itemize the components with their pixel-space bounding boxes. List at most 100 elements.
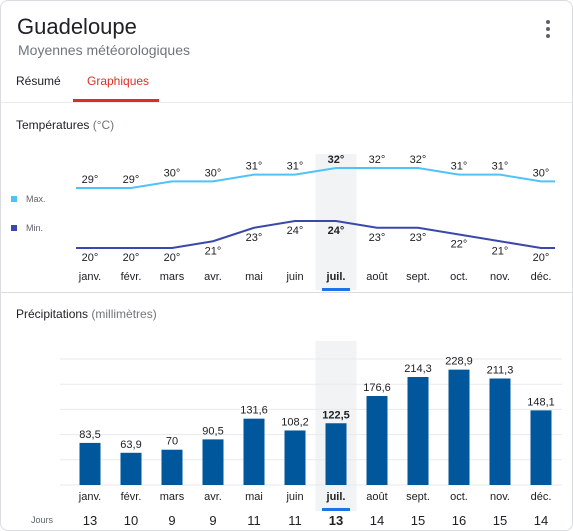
selected-month-indicator-precipitation <box>322 508 350 511</box>
temperatures-title: Températures <box>16 118 90 132</box>
max-temp-label: 29° <box>123 174 140 186</box>
max-temp-label: 32° <box>328 154 345 166</box>
rain-days-value: 11 <box>288 513 302 528</box>
max-temp-label: 32° <box>410 154 427 166</box>
temp-month-tick-label: juin <box>285 271 303 283</box>
series-line-min <box>76 220 555 249</box>
precipitation-bar <box>489 378 511 485</box>
rain-days-value: 9 <box>209 513 216 528</box>
temp-month-tick-label: févr. <box>121 271 142 283</box>
rain-days-value: 15 <box>411 513 425 528</box>
precipitation-value-label: 211,3 <box>487 365 514 377</box>
precipitation-value-label: 108,2 <box>281 416 309 428</box>
precipitation-month-tick-label: déc. <box>531 491 552 503</box>
rain-days-value: 14 <box>370 513 384 528</box>
precipitation-value-label: 214,3 <box>404 363 432 375</box>
min-temp-label: 20° <box>533 252 550 264</box>
menu-dot <box>546 20 550 24</box>
min-temp-label: 20° <box>164 252 181 264</box>
temp-month-tick-label: janv. <box>78 271 101 283</box>
rain-days-label: Jours <box>31 515 54 525</box>
precipitation-value-label: 90,5 <box>202 425 223 437</box>
precipitation-month-tick-label: juin <box>285 491 303 503</box>
rain-days-value: 9 <box>168 513 175 528</box>
legend-max-label: Max. <box>26 194 46 204</box>
min-temp-label: 24° <box>287 225 304 237</box>
precipitation-value-label: 83,5 <box>79 429 100 441</box>
precipitation-month-tick-label: avr. <box>204 491 222 503</box>
precipitation-value-label: 228,9 <box>445 356 473 368</box>
precipitation-month-tick-label: nov. <box>490 491 510 503</box>
precipitation-bar <box>161 449 183 485</box>
precipitation-month-tick-label: mars <box>160 491 185 503</box>
temp-month-tick-label: mai <box>245 271 263 283</box>
precipitation-month-tick-label: juil. <box>326 491 346 503</box>
precipitation-unit: (millimètres) <box>91 307 157 321</box>
rain-days-value: 14 <box>534 513 548 528</box>
precipitation-bar <box>325 423 347 485</box>
max-temp-label: 31° <box>492 161 509 173</box>
max-temp-label: 31° <box>287 161 304 173</box>
precipitation-title: Précipitations <box>16 307 89 321</box>
min-temp-label: 24° <box>328 225 345 237</box>
menu-dot <box>546 27 550 31</box>
series-line-max <box>76 167 555 189</box>
max-temp-label: 31° <box>451 161 468 173</box>
precipitation-heading: Précipitations (millimètres) <box>16 307 157 321</box>
precipitation-bar <box>202 439 224 485</box>
legend-min-label: Min. <box>26 223 43 233</box>
precipitation-value-label: 70 <box>166 436 178 448</box>
min-temp-label: 22° <box>451 239 468 251</box>
temp-month-tick-label: avr. <box>204 271 222 283</box>
temp-month-tick-label: déc. <box>531 271 552 283</box>
temp-month-tick-label: juil. <box>326 271 346 283</box>
max-temp-label: 31° <box>246 161 263 173</box>
rain-days-value: 16 <box>452 513 466 528</box>
precipitation-bar <box>366 395 388 485</box>
temperatures-unit: (°C) <box>92 118 115 132</box>
temp-month-tick-label: nov. <box>490 271 510 283</box>
temperatures-heading: Températures (°C) <box>16 118 114 132</box>
precipitation-bar <box>530 410 552 485</box>
rain-days-value: 15 <box>493 513 507 528</box>
precipitation-month-tick-label: oct. <box>450 491 468 503</box>
selected-month-indicator-temperature <box>322 288 350 291</box>
tab-graphiques[interactable]: Graphiques <box>87 74 150 88</box>
rain-days-value: 13 <box>329 513 343 528</box>
min-temp-label: 23° <box>410 232 427 244</box>
precipitation-bar <box>407 376 429 485</box>
precipitation-value-label: 122,5 <box>322 409 350 421</box>
section-divider <box>1 292 572 293</box>
more-vert-icon[interactable] <box>535 17 559 41</box>
legend-max-swatch <box>11 196 17 202</box>
min-temp-label: 21° <box>492 245 509 257</box>
temp-month-tick-label: mars <box>160 271 185 283</box>
precipitation-bar <box>79 442 101 485</box>
min-temp-label: 23° <box>369 232 386 244</box>
temp-month-tick-label: oct. <box>450 271 468 283</box>
precipitation-bar <box>448 369 470 485</box>
max-temp-label: 32° <box>369 154 386 166</box>
temp-month-tick-label: août <box>366 271 387 283</box>
precipitation-month-tick-label: mai <box>245 491 263 503</box>
min-temp-label: 20° <box>123 252 140 264</box>
tab-bar: Résumé Graphiques <box>1 65 572 103</box>
max-temp-label: 30° <box>205 167 222 179</box>
rain-days-value: 11 <box>247 513 261 528</box>
tab-resume[interactable]: Résumé <box>16 74 61 88</box>
menu-dot <box>546 34 550 38</box>
precipitation-value-label: 131,6 <box>240 405 268 417</box>
rain-days-value: 10 <box>124 513 138 528</box>
precipitation-month-tick-label: août <box>366 491 387 503</box>
rain-days-value: 13 <box>83 513 97 528</box>
precipitation-month-tick-label: févr. <box>121 491 142 503</box>
max-temp-label: 30° <box>164 167 181 179</box>
active-tab-indicator <box>73 99 159 102</box>
legend-min-swatch <box>11 225 17 231</box>
precipitation-month-tick-label: janv. <box>78 491 101 503</box>
max-temp-label: 30° <box>533 167 550 179</box>
min-temp-label: 23° <box>246 232 263 244</box>
min-temp-label: 21° <box>205 245 222 257</box>
